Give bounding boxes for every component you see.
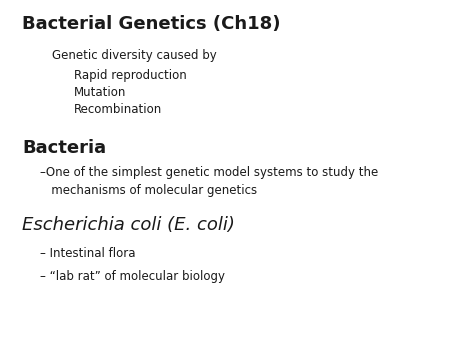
Text: Bacteria: Bacteria: [22, 139, 107, 156]
Text: Recombination: Recombination: [74, 103, 162, 116]
Text: –One of the simplest genetic model systems to study the
   mechanisms of molecul: –One of the simplest genetic model syste…: [40, 166, 379, 197]
Text: Rapid reproduction: Rapid reproduction: [74, 69, 187, 82]
Text: Genetic diversity caused by: Genetic diversity caused by: [52, 49, 216, 62]
Text: Escherichia coli (E. coli): Escherichia coli (E. coli): [22, 216, 235, 234]
Text: Bacterial Genetics (Ch18): Bacterial Genetics (Ch18): [22, 15, 281, 33]
Text: – “lab rat” of molecular biology: – “lab rat” of molecular biology: [40, 270, 225, 283]
Text: – Intestinal flora: – Intestinal flora: [40, 247, 136, 260]
Text: Mutation: Mutation: [74, 86, 126, 99]
